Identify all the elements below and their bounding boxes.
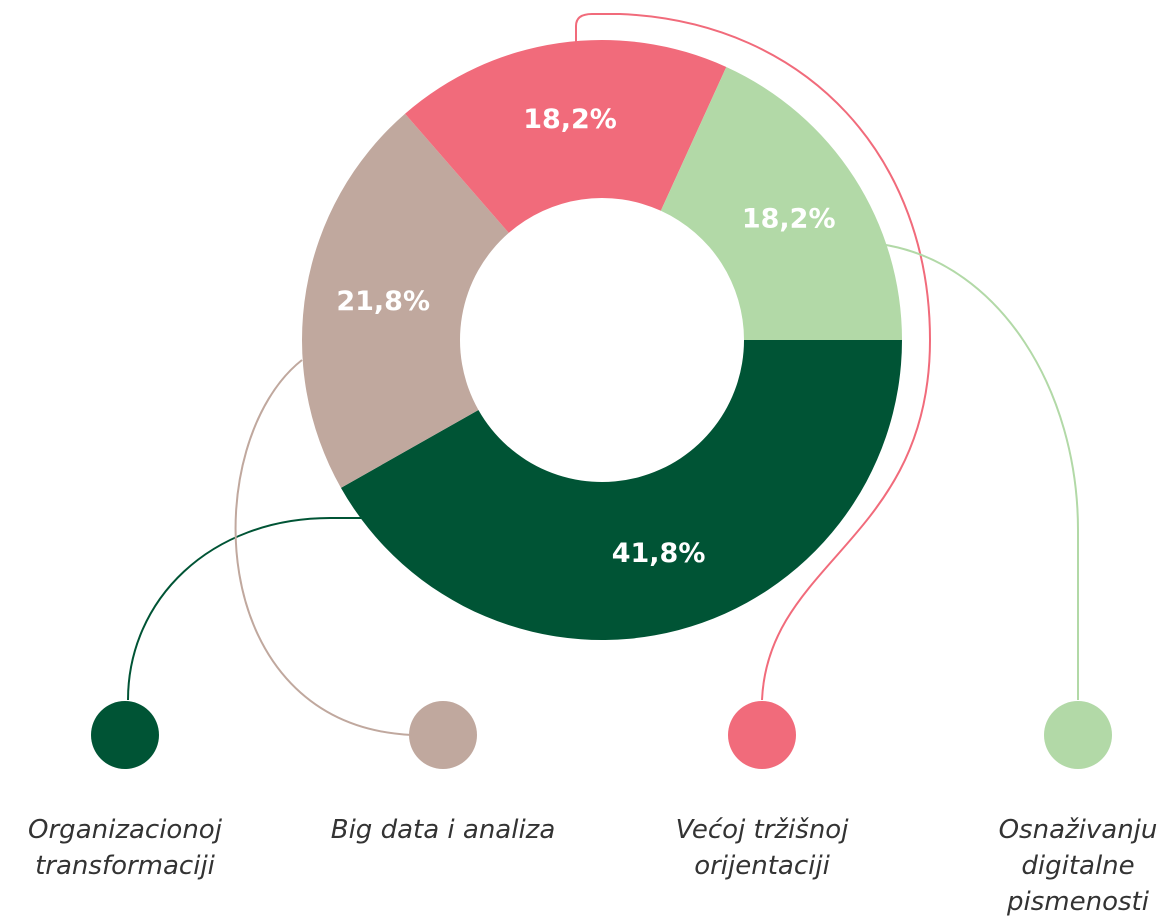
- legend-marker: [91, 701, 159, 769]
- legend-label: Big data i analiza: [330, 815, 556, 845]
- value-label: 18,2%: [742, 203, 836, 234]
- connector: [234, 359, 413, 736]
- legend-marker: [728, 701, 796, 769]
- donut-segment: [340, 340, 902, 641]
- connector: [575, 13, 932, 701]
- legend-label: Organizacionoj transformaciji: [28, 815, 222, 881]
- value-label: 21,8%: [336, 286, 430, 317]
- connector: [127, 517, 370, 701]
- donut-segment: [660, 66, 902, 341]
- legend-label: Osnaživanju digitalne pismenosti: [998, 815, 1158, 917]
- legend-marker: [1044, 701, 1112, 769]
- donut-segment: [302, 113, 509, 488]
- value-label: 41,8%: [612, 538, 706, 569]
- legend-marker: [409, 701, 477, 769]
- connector: [885, 244, 1079, 700]
- legend-label: Većoj tržišnoj orijentaciji: [675, 815, 849, 881]
- donut-segment: [405, 39, 727, 233]
- value-label: 18,2%: [523, 104, 617, 135]
